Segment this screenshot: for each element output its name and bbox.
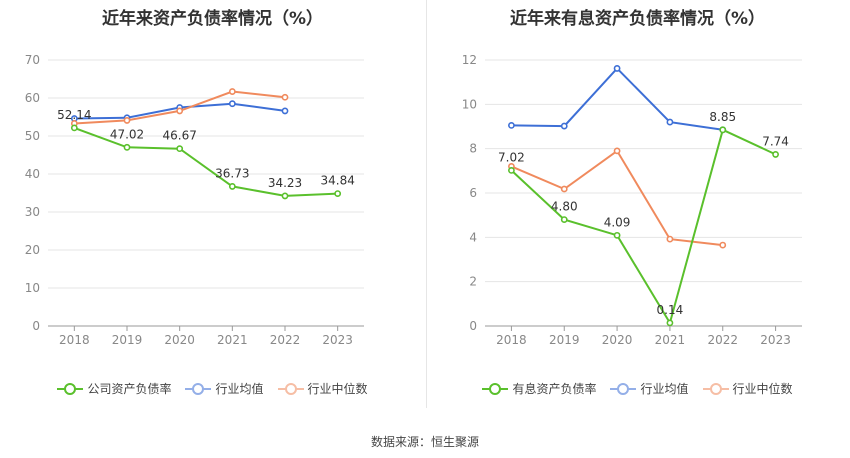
legend-swatch-icon bbox=[610, 382, 637, 395]
legend-item[interactable]: 行业均值 bbox=[185, 380, 264, 397]
y-tick-label: 12 bbox=[462, 53, 477, 67]
data-point bbox=[123, 143, 131, 151]
y-tick-label: 6 bbox=[469, 186, 477, 200]
legend-item[interactable]: 行业均值 bbox=[610, 380, 689, 397]
x-tick-label: 2021 bbox=[655, 333, 686, 347]
x-tick-label: 2022 bbox=[270, 333, 301, 347]
legend-item[interactable]: 行业中位数 bbox=[702, 380, 793, 397]
data-label: 7.74 bbox=[762, 134, 789, 148]
data-point bbox=[772, 151, 779, 158]
series-line bbox=[511, 66, 723, 131]
data-point bbox=[613, 147, 621, 155]
data-point bbox=[508, 166, 515, 174]
y-tick-label: 50 bbox=[25, 129, 40, 143]
x-tick-label: 2023 bbox=[760, 333, 791, 347]
legend-label: 行业中位数 bbox=[307, 382, 368, 396]
data-label: 34.23 bbox=[268, 176, 302, 190]
data-point bbox=[613, 231, 621, 239]
data-label: 46.67 bbox=[162, 129, 196, 143]
data-label: 34.84 bbox=[320, 174, 354, 188]
data-point bbox=[666, 235, 674, 243]
data-point bbox=[176, 145, 184, 153]
chart-panel-asset-liability: 近年来资产负债率情况（%） 0 10 20 30 40 50 60 70 2018 2019 202… bbox=[0, 0, 425, 410]
data-label: 4.80 bbox=[551, 200, 578, 214]
y-tick-label: 10 bbox=[462, 97, 477, 111]
y-tick-label: 10 bbox=[25, 281, 40, 295]
legend-swatch-icon bbox=[185, 382, 212, 395]
data-label: 52.14 bbox=[57, 108, 91, 122]
line-chart-svg: 0 10 20 30 40 50 60 70 2018 2019 2020 2021 2022 2023 5… bbox=[25, 53, 364, 347]
data-source-note: 数据来源：恒生聚源 bbox=[370, 435, 479, 449]
y-tick-label: 8 bbox=[469, 142, 477, 156]
data-label: 47.02 bbox=[110, 127, 144, 141]
chart-panel-interest-bearing: 近年来有息资产负债率情况（%） 0 2 4 6 8 10 12 2018 2019 2020 202… bbox=[425, 0, 850, 410]
data-label: 8.85 bbox=[709, 110, 736, 124]
data-point bbox=[70, 124, 78, 132]
y-tick-label: 30 bbox=[25, 205, 40, 219]
y-tick-label: 20 bbox=[25, 243, 40, 257]
y-tick-label: 2 bbox=[469, 275, 477, 289]
x-tick-label: 2022 bbox=[707, 333, 738, 347]
x-tick-label: 2019 bbox=[549, 333, 580, 347]
legend-label: 公司资产负债率 bbox=[87, 382, 172, 396]
data-point bbox=[281, 107, 289, 115]
data-point bbox=[560, 216, 568, 223]
series-line bbox=[511, 149, 723, 247]
chart-legend: 公司资产负债率 行业均值 行业中位数 bbox=[0, 380, 425, 397]
data-point bbox=[334, 190, 342, 198]
chart-title: 近年来资产负债率情况（%） bbox=[101, 9, 324, 29]
y-tick-label: 0 bbox=[469, 319, 477, 333]
data-point bbox=[719, 241, 727, 249]
chart-legend: 有息资产负债率 行业均值 行业中位数 bbox=[425, 380, 850, 397]
data-point bbox=[560, 122, 568, 130]
data-point bbox=[281, 93, 289, 101]
x-tick-label: 2019 bbox=[112, 333, 143, 347]
data-point bbox=[508, 121, 515, 129]
data-point bbox=[666, 319, 674, 327]
legend-swatch-icon bbox=[57, 382, 84, 395]
chart-title: 近年来有息资产负债率情况（%） bbox=[509, 9, 766, 29]
data-label: 7.02 bbox=[498, 150, 525, 164]
y-tick-label: 70 bbox=[25, 53, 40, 67]
data-point bbox=[613, 65, 621, 72]
x-tick-label: 2021 bbox=[217, 333, 248, 347]
legend-label: 行业中位数 bbox=[732, 382, 793, 396]
y-tick-label: 0 bbox=[32, 319, 40, 333]
x-tick-label: 2020 bbox=[602, 333, 633, 347]
legend-swatch-icon bbox=[702, 382, 729, 395]
series-line bbox=[510, 128, 777, 326]
panel-divider bbox=[426, 0, 427, 408]
data-point bbox=[719, 126, 727, 134]
series-line bbox=[73, 126, 338, 197]
line-chart-svg: 0 2 4 6 8 10 12 2018 2019 2020 2021 2022 2023 7.02 4.8… bbox=[462, 53, 802, 347]
legend-item[interactable]: 有息资产负债率 bbox=[482, 380, 596, 397]
legend-label: 有息资产负债率 bbox=[512, 382, 597, 396]
legend-swatch-icon bbox=[277, 382, 304, 395]
y-tick-label: 4 bbox=[469, 230, 477, 244]
x-tick-label: 2020 bbox=[164, 333, 195, 347]
legend-item[interactable]: 行业中位数 bbox=[277, 380, 368, 397]
data-point bbox=[228, 88, 236, 95]
data-label: 4.09 bbox=[604, 215, 631, 229]
data-label: 0.14 bbox=[657, 303, 684, 317]
legend-swatch-icon bbox=[482, 382, 509, 395]
x-tick-label: 2018 bbox=[496, 333, 527, 347]
y-tick-label: 60 bbox=[25, 91, 40, 105]
y-tick-label: 40 bbox=[25, 167, 40, 181]
legend-item[interactable]: 公司资产负债率 bbox=[57, 380, 171, 397]
data-label: 36.73 bbox=[215, 166, 249, 180]
data-point bbox=[560, 185, 568, 193]
legend-label: 行业均值 bbox=[640, 382, 689, 396]
data-point bbox=[666, 118, 674, 126]
x-tick-label: 2018 bbox=[59, 333, 90, 347]
legend-label: 行业均值 bbox=[215, 382, 264, 396]
data-point bbox=[228, 100, 236, 108]
data-point bbox=[176, 107, 184, 115]
data-point bbox=[281, 192, 289, 200]
x-tick-label: 2023 bbox=[322, 333, 353, 347]
data-point bbox=[123, 117, 131, 124]
data-point bbox=[228, 183, 236, 190]
